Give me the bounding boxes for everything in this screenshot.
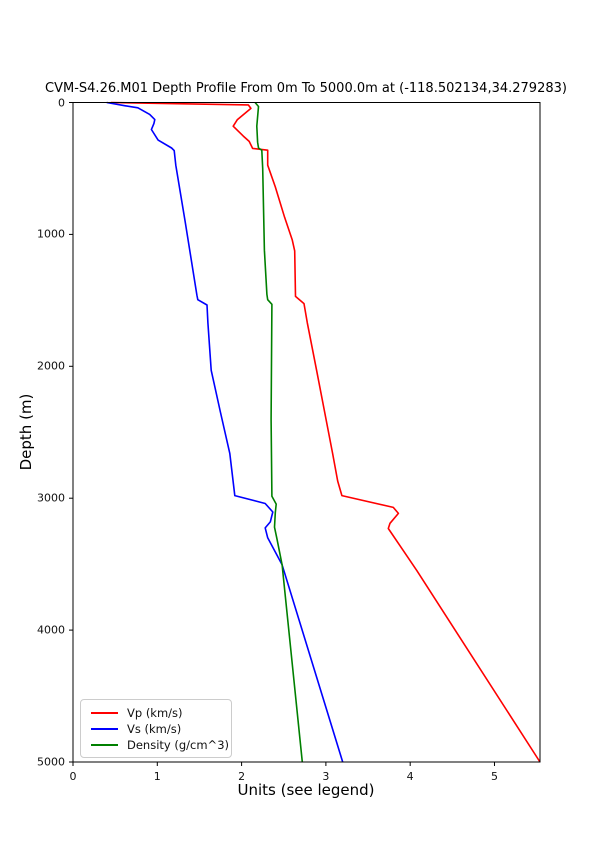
y-axis-label: Depth (m) [17,393,35,471]
y-tick-label: 1000 [37,227,65,241]
density-line-swatch [91,744,118,746]
legend-label-vp: Vp (km/s) [127,706,183,720]
x-tick-label: 4 [406,770,414,783]
x-tick-label: 2 [238,770,246,783]
y-tick-label: 5000 [37,755,65,769]
y-tick-label: 4000 [37,623,65,637]
chart-title: CVM-S4.26.M01 Depth Profile From 0m To 5… [45,81,567,96]
legend-label-density: Density (g/cm^3) [127,738,230,752]
legend-box: Vp (km/s) Vs (km/s) Density (g/cm^3) [80,699,232,758]
x-tick-label: 0 [69,770,77,783]
legend-item-vs: Vs (km/s) [81,721,231,737]
y-tick-label: 0 [58,96,65,109]
legend-item-vp: Vp (km/s) [81,705,231,721]
series-line-2 [254,101,304,763]
x-tick-label: 3 [322,770,330,783]
x-tick-label: 5 [490,770,498,783]
legend-label-vs: Vs (km/s) [127,722,182,736]
legend-item-density: Density (g/cm^3) [81,737,231,753]
x-axis-label: Units (see legend) [237,781,375,799]
vp-line-swatch [91,712,118,714]
vs-line-swatch [91,728,118,730]
y-tick-label: 3000 [37,491,65,505]
series-line-0 [110,101,541,763]
axes-spines [72,102,541,763]
x-tick-label: 1 [153,770,161,783]
series-line-1 [106,101,344,763]
y-tick-label: 2000 [37,359,65,373]
